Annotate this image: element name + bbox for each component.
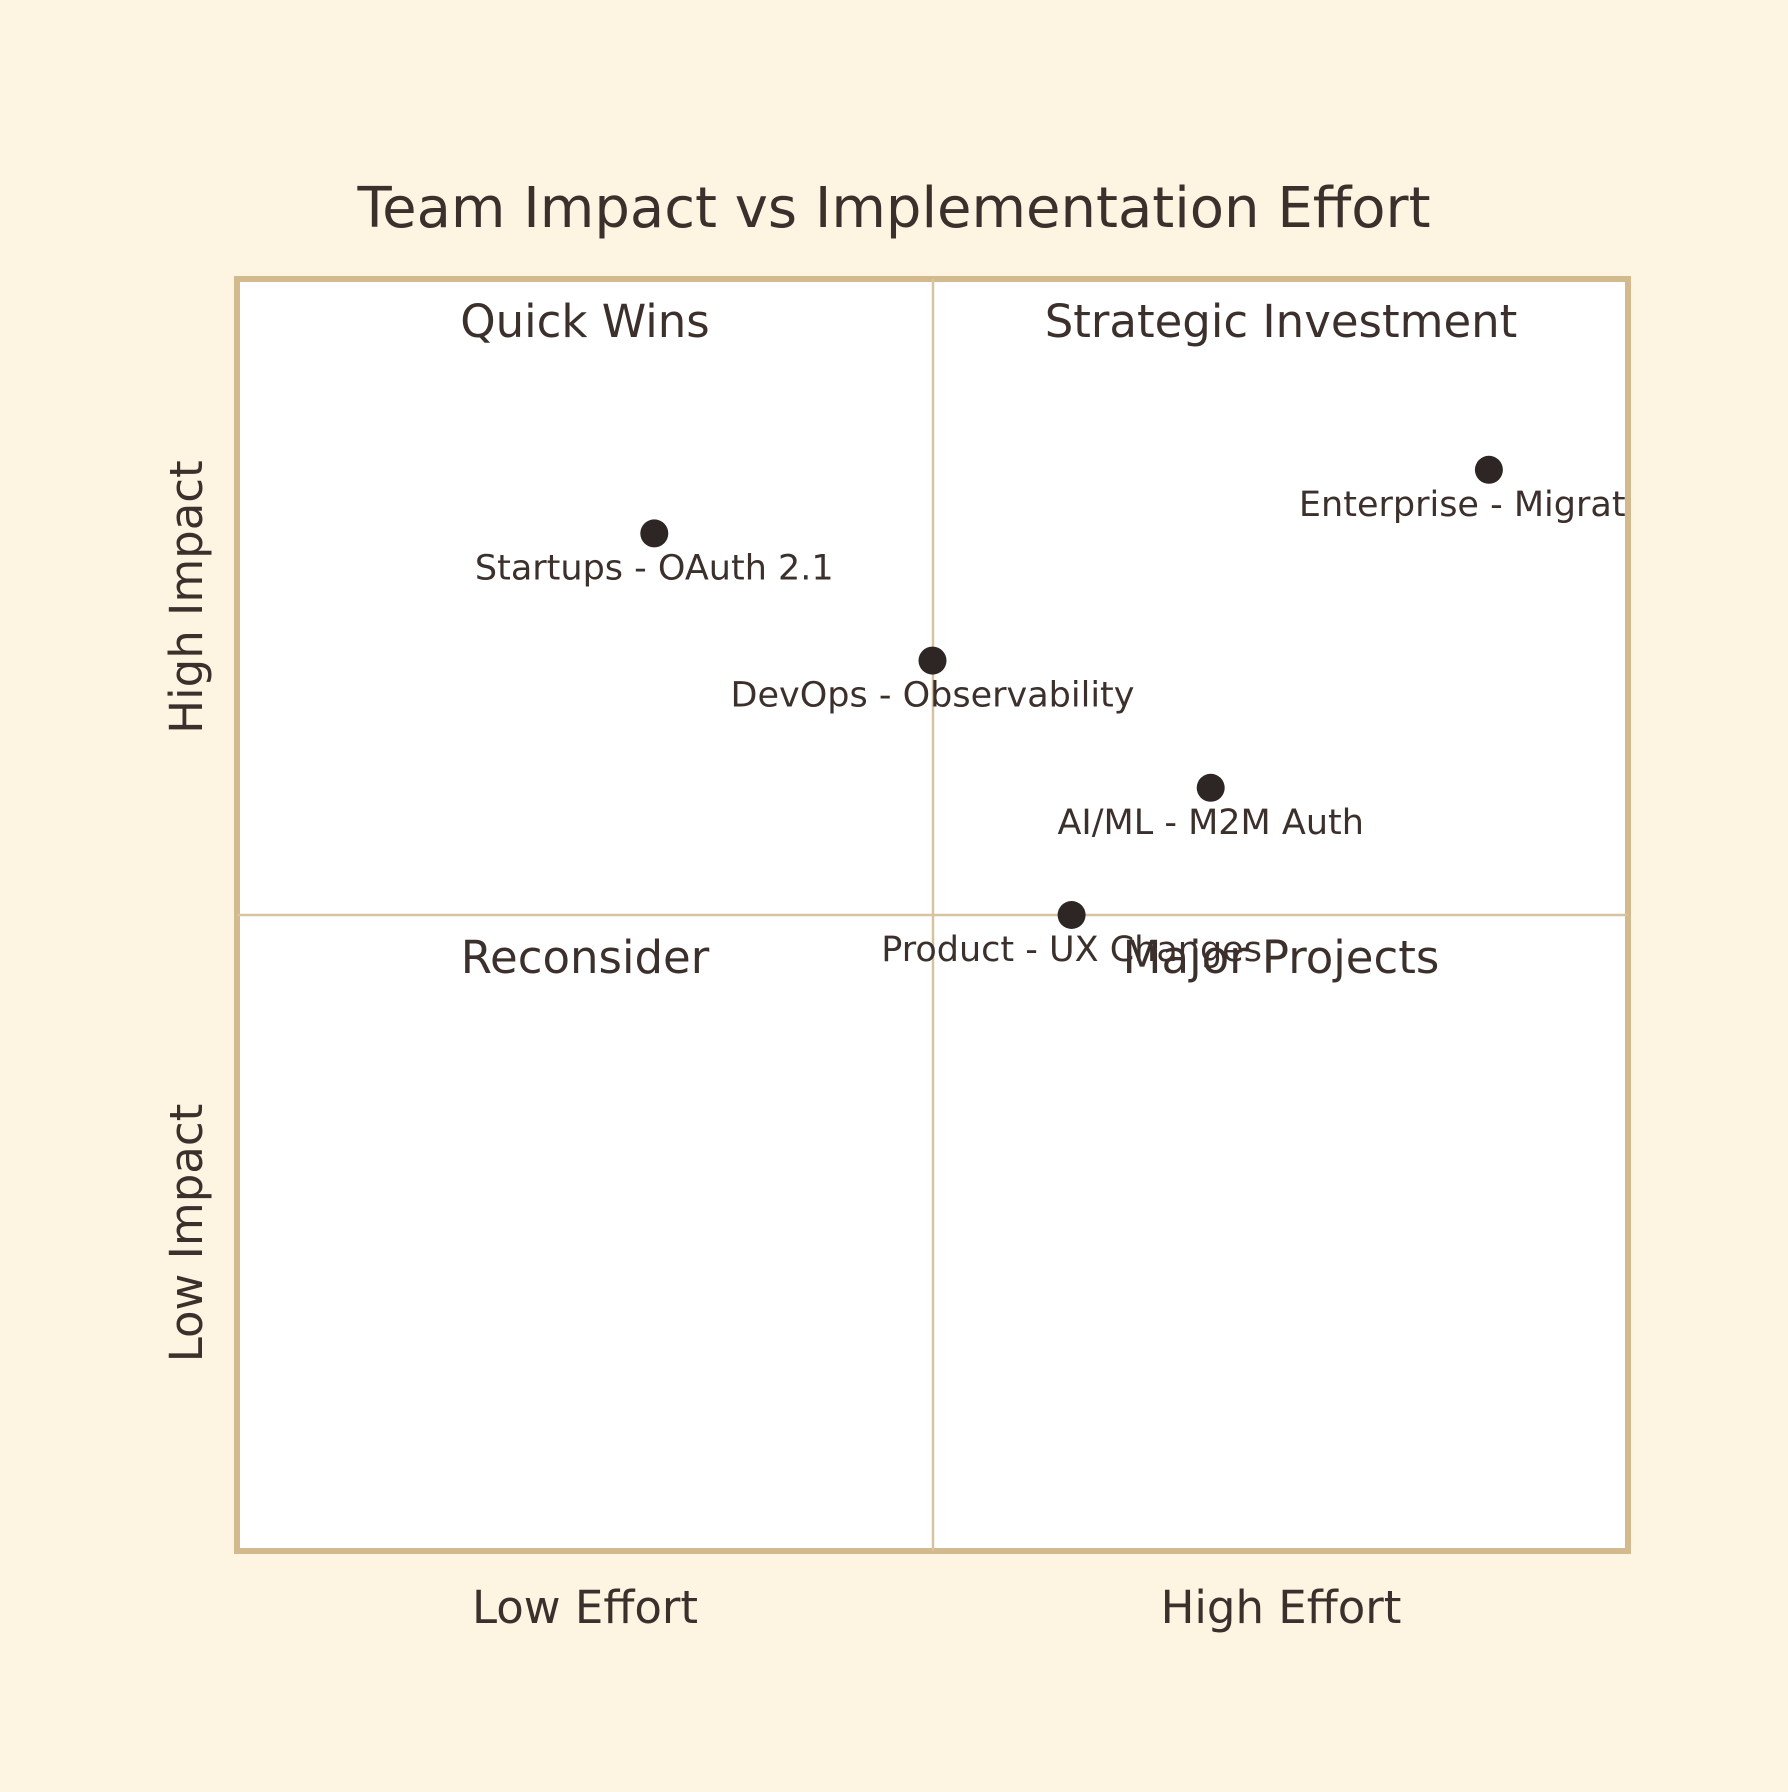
y-axis-label-low: Low Impact xyxy=(160,1104,213,1363)
quadrant-label-strategic-investment: Strategic Investment xyxy=(1045,295,1518,348)
data-point-product-ux-changes xyxy=(1057,901,1086,929)
data-point-labels: Startups - OAuth 2.1 Enterprise - Migrati… xyxy=(475,485,1679,970)
data-point-enterprise-migration xyxy=(1474,455,1503,484)
data-point-label-product-ux-changes: Product - UX Changes xyxy=(881,930,1262,970)
quadrant-label-reconsider: Reconsider xyxy=(461,931,710,984)
y-axis-label-high: High Impact xyxy=(160,460,213,733)
data-point-label-devops-observability: DevOps - Observability xyxy=(731,676,1135,716)
quadrant-label-major-projects: Major Projects xyxy=(1123,931,1440,984)
data-point-ai-ml-m2m-auth xyxy=(1196,773,1225,802)
data-point-label-ai-ml-m2m-auth: AI/ML - M2M Auth xyxy=(1057,803,1363,843)
data-point-devops-observability xyxy=(918,646,947,675)
data-point-label-enterprise-migration: Enterprise - Migration xyxy=(1299,485,1679,525)
quadrant-label-quick-wins: Quick Wins xyxy=(460,295,710,348)
x-axis-label-high: High Effort xyxy=(1161,1581,1402,1634)
data-point-startups-oauth-2-1 xyxy=(640,519,669,548)
chart-title: Team Impact vs Implementation Effort xyxy=(356,176,1430,241)
data-points xyxy=(640,455,1503,929)
data-point-label-startups-oauth-2-1: Startups - OAuth 2.1 xyxy=(475,548,834,588)
x-axis-label-low: Low Effort xyxy=(472,1581,698,1634)
